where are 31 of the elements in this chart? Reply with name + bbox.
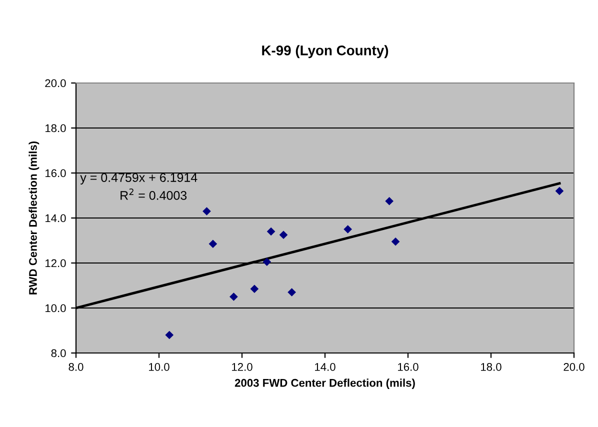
x-tick-label: 14.0 xyxy=(315,363,336,371)
point xyxy=(262,258,272,266)
x-axis-title: 2003 FWD Center Deflection (mils) xyxy=(234,378,415,389)
y-tick-label: 16.0 xyxy=(46,169,66,178)
x-tick-label: 16.0 xyxy=(398,363,418,371)
chart-title: K-99 (Lyon County) xyxy=(262,45,388,58)
x-tick-label: 12.0 xyxy=(232,363,252,371)
x-tick-label: 18.0 xyxy=(481,363,502,371)
point xyxy=(344,225,352,234)
y-tick-label: 20.0 xyxy=(45,79,66,88)
point xyxy=(230,292,238,301)
x-tick-label: 8.0 xyxy=(68,363,84,371)
y-axis-title: RWD Center Deflection (mils) xyxy=(28,141,40,294)
point xyxy=(208,240,218,248)
point xyxy=(250,284,259,294)
point xyxy=(288,288,296,296)
point xyxy=(165,330,174,340)
point xyxy=(202,207,211,216)
y-tick-label: 10.0 xyxy=(46,304,66,312)
annotation: R$^{2}$ = 0.4003 xyxy=(120,188,187,200)
point xyxy=(555,186,564,196)
point xyxy=(266,227,276,236)
point xyxy=(385,196,394,206)
x-tick-label: 20.0 xyxy=(564,363,584,371)
y-tick-label: 14.0 xyxy=(46,214,66,222)
point xyxy=(279,230,288,240)
y-tick-label: 18.0 xyxy=(46,124,66,132)
point xyxy=(391,237,400,246)
x-tick-label: 10.0 xyxy=(149,363,170,371)
y-tick-label: 8.0 xyxy=(51,349,66,358)
y-tick-label: 12.0 xyxy=(46,259,66,268)
